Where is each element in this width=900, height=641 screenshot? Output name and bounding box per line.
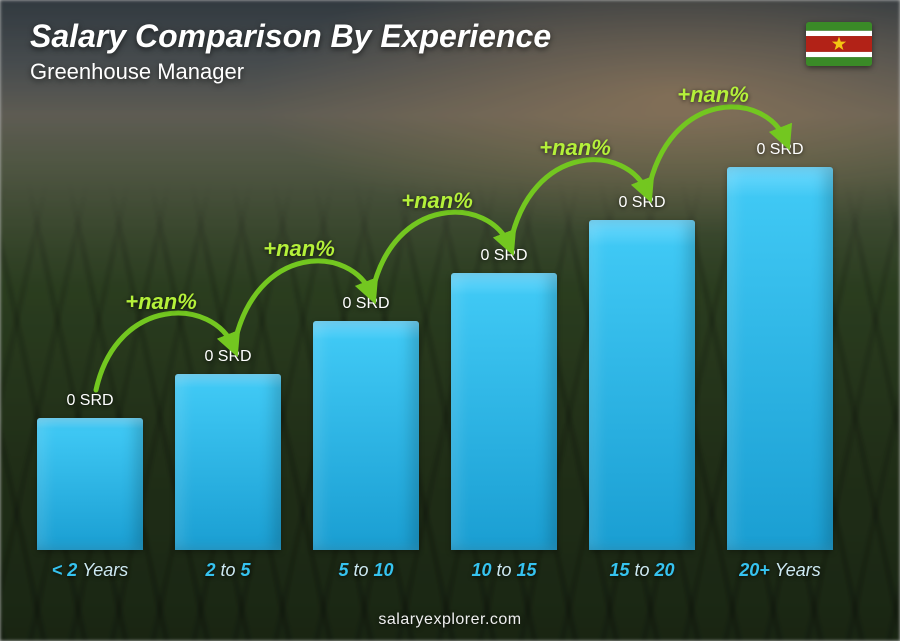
delta-label: +nan% <box>401 188 473 214</box>
bar-wrap: 0 SRD <box>30 110 150 550</box>
bar-column: 0 SRD 10 to 15 <box>444 110 564 581</box>
delta-label: +nan% <box>539 135 611 161</box>
bar: 0 SRD <box>727 167 833 550</box>
bar-chart: 0 SRD< 2 Years0 SRD2 to 50 SRD5 to 100 S… <box>30 110 840 581</box>
bar-value-label: 0 SRD <box>66 392 113 410</box>
bar-column: 0 SRD < 2 Years <box>30 110 150 581</box>
bar-wrap: 0 SRD <box>720 110 840 550</box>
bar-value-label: 0 SRD <box>342 295 389 313</box>
bar: 0 SRD <box>451 273 557 550</box>
bar: 0 SRD <box>37 418 143 550</box>
bar: 0 SRD <box>313 321 419 550</box>
delta-label: +nan% <box>263 236 335 262</box>
bar-wrap: 0 SRD <box>306 110 426 550</box>
bar-column: 0 SRD 5 to 10 <box>306 110 426 581</box>
x-category-label: 5 to 10 <box>338 560 393 581</box>
chart-subtitle: Greenhouse Manager <box>30 59 551 85</box>
bar-value-label: 0 SRD <box>204 348 251 366</box>
bar-value-label: 0 SRD <box>756 141 803 159</box>
chart-title: Salary Comparison By Experience <box>30 18 551 55</box>
x-category-label: 2 to 5 <box>205 560 250 581</box>
country-flag-suriname <box>806 22 872 66</box>
bar: 0 SRD <box>589 220 695 550</box>
bar-value-label: 0 SRD <box>618 194 665 212</box>
x-category-label: 20+ Years <box>739 560 821 581</box>
delta-label: +nan% <box>125 289 197 315</box>
delta-label: +nan% <box>677 82 749 108</box>
footer-credit: salaryexplorer.com <box>0 611 900 629</box>
x-category-label: 10 to 15 <box>471 560 536 581</box>
bar-value-label: 0 SRD <box>480 247 527 265</box>
bar-wrap: 0 SRD <box>582 110 702 550</box>
bar-column: 0 SRD 2 to 5 <box>168 110 288 581</box>
x-category-label: < 2 Years <box>52 560 129 581</box>
x-category-label: 15 to 20 <box>609 560 674 581</box>
bar-column: 0 SRD 20+ Years <box>720 110 840 581</box>
bar-wrap: 0 SRD <box>168 110 288 550</box>
chart-header: Salary Comparison By Experience Greenhou… <box>30 18 551 85</box>
bar: 0 SRD <box>175 374 281 550</box>
bar-column: 0 SRD 15 to 20 <box>582 110 702 581</box>
bar-wrap: 0 SRD <box>444 110 564 550</box>
